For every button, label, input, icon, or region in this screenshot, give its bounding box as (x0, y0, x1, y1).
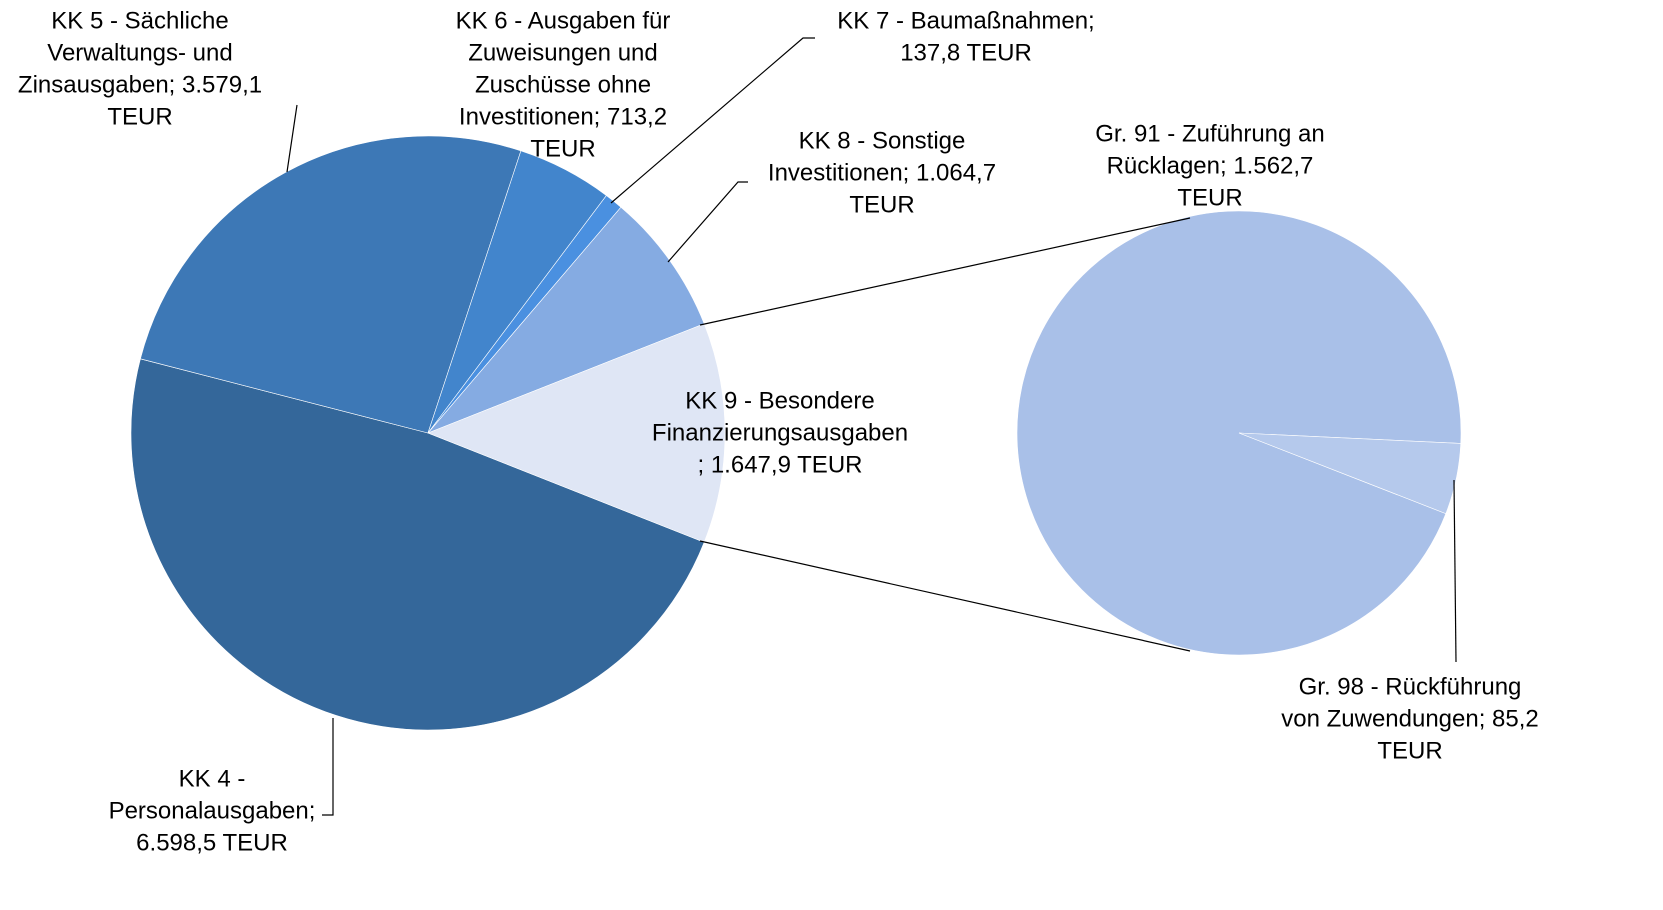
data-label: Investitionen; 713,2 (459, 103, 667, 130)
leader-line (610, 37, 815, 204)
data-label: Finanzierungsausgaben (652, 419, 908, 446)
data-label: KK 8 - Sonstige (799, 127, 966, 154)
data-label: KK 5 - Sächliche (51, 7, 228, 34)
data-label: Personalausgaben; (109, 797, 316, 824)
data-label: Gr. 91 - Zuführung an (1095, 120, 1324, 147)
data-label: 137,8 TEUR (900, 39, 1032, 66)
data-label: KK 9 - Besondere (685, 387, 874, 414)
connectors (699, 217, 1191, 652)
connector-line (699, 217, 1191, 326)
data-label: Investitionen; 1.064,7 (768, 159, 996, 186)
leader-line (322, 718, 334, 816)
data-label: TEUR (1377, 737, 1442, 764)
data-label: 6.598,5 TEUR (136, 829, 288, 856)
pie-slice (130, 358, 705, 731)
pie-slice (140, 135, 522, 434)
data-label: KK 6 - Ausgaben für (456, 7, 671, 34)
pie-slice (1238, 432, 1462, 515)
slices (130, 135, 1462, 731)
leader-line (667, 181, 748, 263)
pie-slice (427, 323, 726, 543)
data-label: TEUR (1177, 184, 1242, 211)
data-label: Verwaltungs- und (47, 39, 232, 66)
data-label: Zinsausgaben; 3.579,1 (18, 71, 262, 98)
data-label: Zuschüsse ohne (475, 71, 651, 98)
data-label: TEUR (107, 103, 172, 130)
data-label: von Zuwendungen; 85,2 (1281, 705, 1539, 732)
data-label: KK 4 - (179, 765, 246, 792)
data-label: Zuweisungen und (468, 39, 657, 66)
connector-line (699, 540, 1191, 652)
data-label: ; 1.647,9 TEUR (698, 451, 863, 478)
leader-line (286, 104, 298, 173)
data-label: TEUR (530, 135, 595, 162)
data-label: TEUR (849, 191, 914, 218)
labels: KK 4 - Personalausgaben; 6.598,5 TEUR KK 5 … (18, 7, 1539, 856)
leader-lines (286, 37, 1457, 816)
leader-line (1453, 479, 1457, 663)
data-label: KK 7 - Baumaßnahmen; (837, 7, 1094, 34)
data-label: Gr. 98 - Rückführung (1299, 673, 1522, 700)
data-label: Rücklagen; 1.562,7 (1107, 152, 1314, 179)
